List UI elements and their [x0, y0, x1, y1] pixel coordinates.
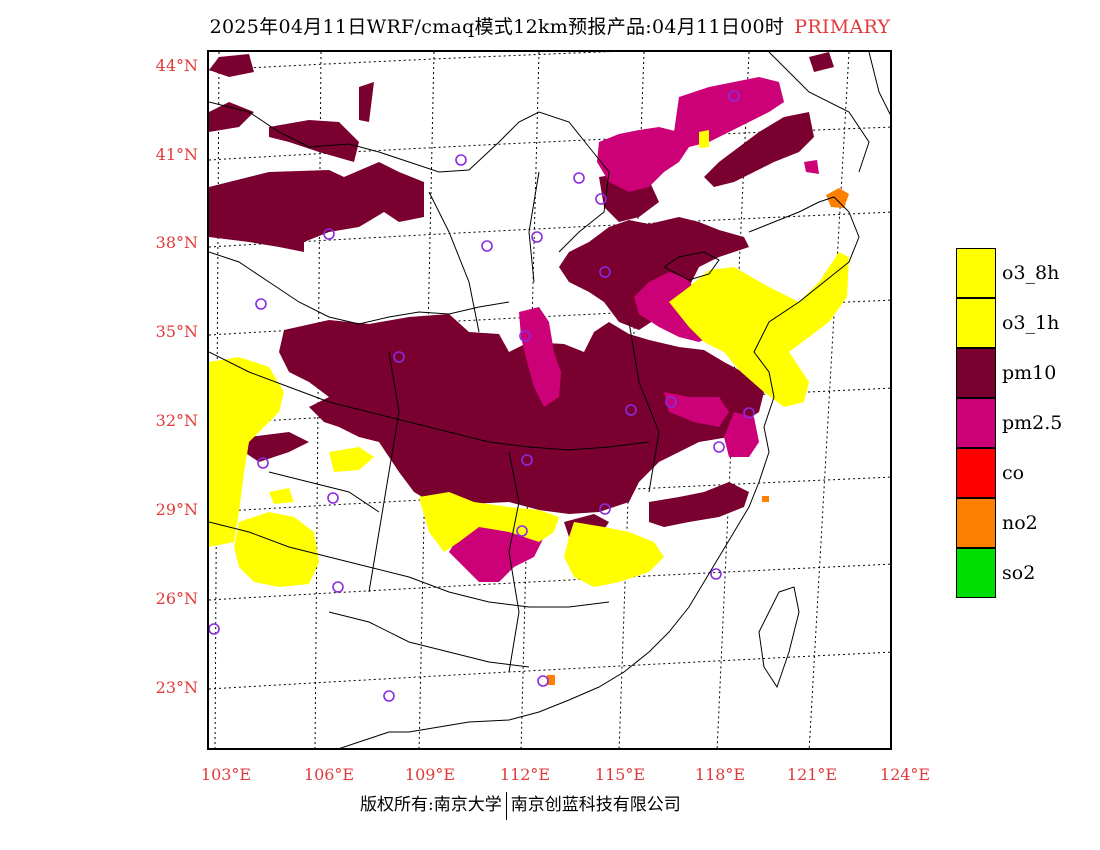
station-marker — [521, 454, 533, 466]
station-marker — [665, 396, 677, 408]
legend-label: pm2.5 — [1002, 412, 1063, 434]
lat-label-26: 26°N — [155, 589, 198, 608]
station-marker — [255, 298, 267, 310]
station-marker — [516, 525, 528, 537]
station-marker — [393, 351, 405, 363]
legend-item-o3-8h: o3_8h — [956, 248, 1086, 298]
station-marker — [713, 441, 725, 453]
station-marker — [323, 228, 335, 240]
lon-label-109: 109°E — [404, 765, 456, 784]
station-marker — [710, 568, 722, 580]
lon-label-118: 118°E — [694, 765, 746, 784]
station-marker — [743, 407, 755, 419]
station-marker — [519, 330, 531, 342]
station-marker — [455, 154, 467, 166]
station-marker — [599, 503, 611, 515]
map-panel[interactable] — [207, 50, 892, 750]
lat-label-35: 35°N — [155, 322, 198, 341]
boundaries — [209, 52, 890, 748]
station-marker — [728, 90, 740, 102]
legend-label: no2 — [1002, 512, 1038, 534]
lat-label-23: 23°N — [155, 678, 198, 697]
station-marker — [327, 492, 339, 504]
legend-item-o3-1h: o3_1h — [956, 298, 1086, 348]
legend-swatch — [956, 348, 996, 398]
pollutant-legend: o3_8h o3_1h pm10 pm2.5 co no2 so2 — [956, 248, 1086, 598]
legend-swatch — [956, 548, 996, 598]
station-markers — [209, 90, 755, 702]
lon-label-106: 106°E — [303, 765, 355, 784]
legend-swatch — [956, 448, 996, 498]
legend-swatch — [956, 498, 996, 548]
station-marker — [481, 240, 493, 252]
map-title: 2025年04月11日WRF/cmaq模式12km预报产品:04月11日00时 P… — [0, 12, 1100, 39]
station-marker — [599, 266, 611, 278]
primary-tag: PRIMARY — [794, 16, 891, 38]
legend-label: so2 — [1002, 562, 1036, 584]
lon-label-103: 103°E — [200, 765, 252, 784]
lat-label-44: 44°N — [155, 56, 198, 75]
legend-label: co — [1002, 462, 1025, 484]
lon-label-124: 124°E — [879, 765, 931, 784]
legend-item-pm10: pm10 — [956, 348, 1086, 398]
o3-areas — [209, 130, 849, 587]
station-marker — [209, 623, 220, 635]
lon-label-112: 112°E — [499, 765, 551, 784]
station-marker — [625, 404, 637, 416]
lat-label-29: 29°N — [155, 500, 198, 519]
lon-label-115: 115°E — [594, 765, 646, 784]
legend-label: pm10 — [1002, 362, 1057, 384]
station-marker — [383, 690, 395, 702]
legend-label: o3_1h — [1002, 312, 1060, 334]
lat-label-32: 32°N — [155, 411, 198, 430]
legend-swatch — [956, 298, 996, 348]
footer-divider — [505, 791, 507, 820]
lat-label-41: 41°N — [155, 145, 198, 164]
legend-item-no2: no2 — [956, 498, 1086, 548]
lon-label-121: 121°E — [786, 765, 838, 784]
station-marker — [595, 193, 607, 205]
legend-swatch — [956, 398, 996, 448]
legend-item-co: co — [956, 448, 1086, 498]
pm10-areas — [209, 52, 834, 537]
no2-areas — [547, 188, 849, 685]
legend-label: o3_8h — [1002, 262, 1060, 284]
legend-item-pm25: pm2.5 — [956, 398, 1086, 448]
station-marker — [332, 581, 344, 593]
legend-swatch — [956, 248, 996, 298]
station-marker — [537, 675, 549, 687]
copyright-left: 版权所有:南京大学 — [360, 795, 502, 815]
station-marker — [531, 231, 543, 243]
copyright-right: 南京创蓝科技有限公司 — [510, 795, 681, 815]
map-canvas — [209, 52, 890, 748]
title-text: 2025年04月11日WRF/cmaq模式12km预报产品:04月11日00时 — [209, 16, 785, 38]
station-marker — [573, 172, 585, 184]
legend-item-so2: so2 — [956, 548, 1086, 598]
copyright-footer: 版权所有:南京大学 南京创蓝科技有限公司 — [360, 790, 681, 820]
lat-label-38: 38°N — [155, 233, 198, 252]
station-marker — [257, 457, 269, 469]
